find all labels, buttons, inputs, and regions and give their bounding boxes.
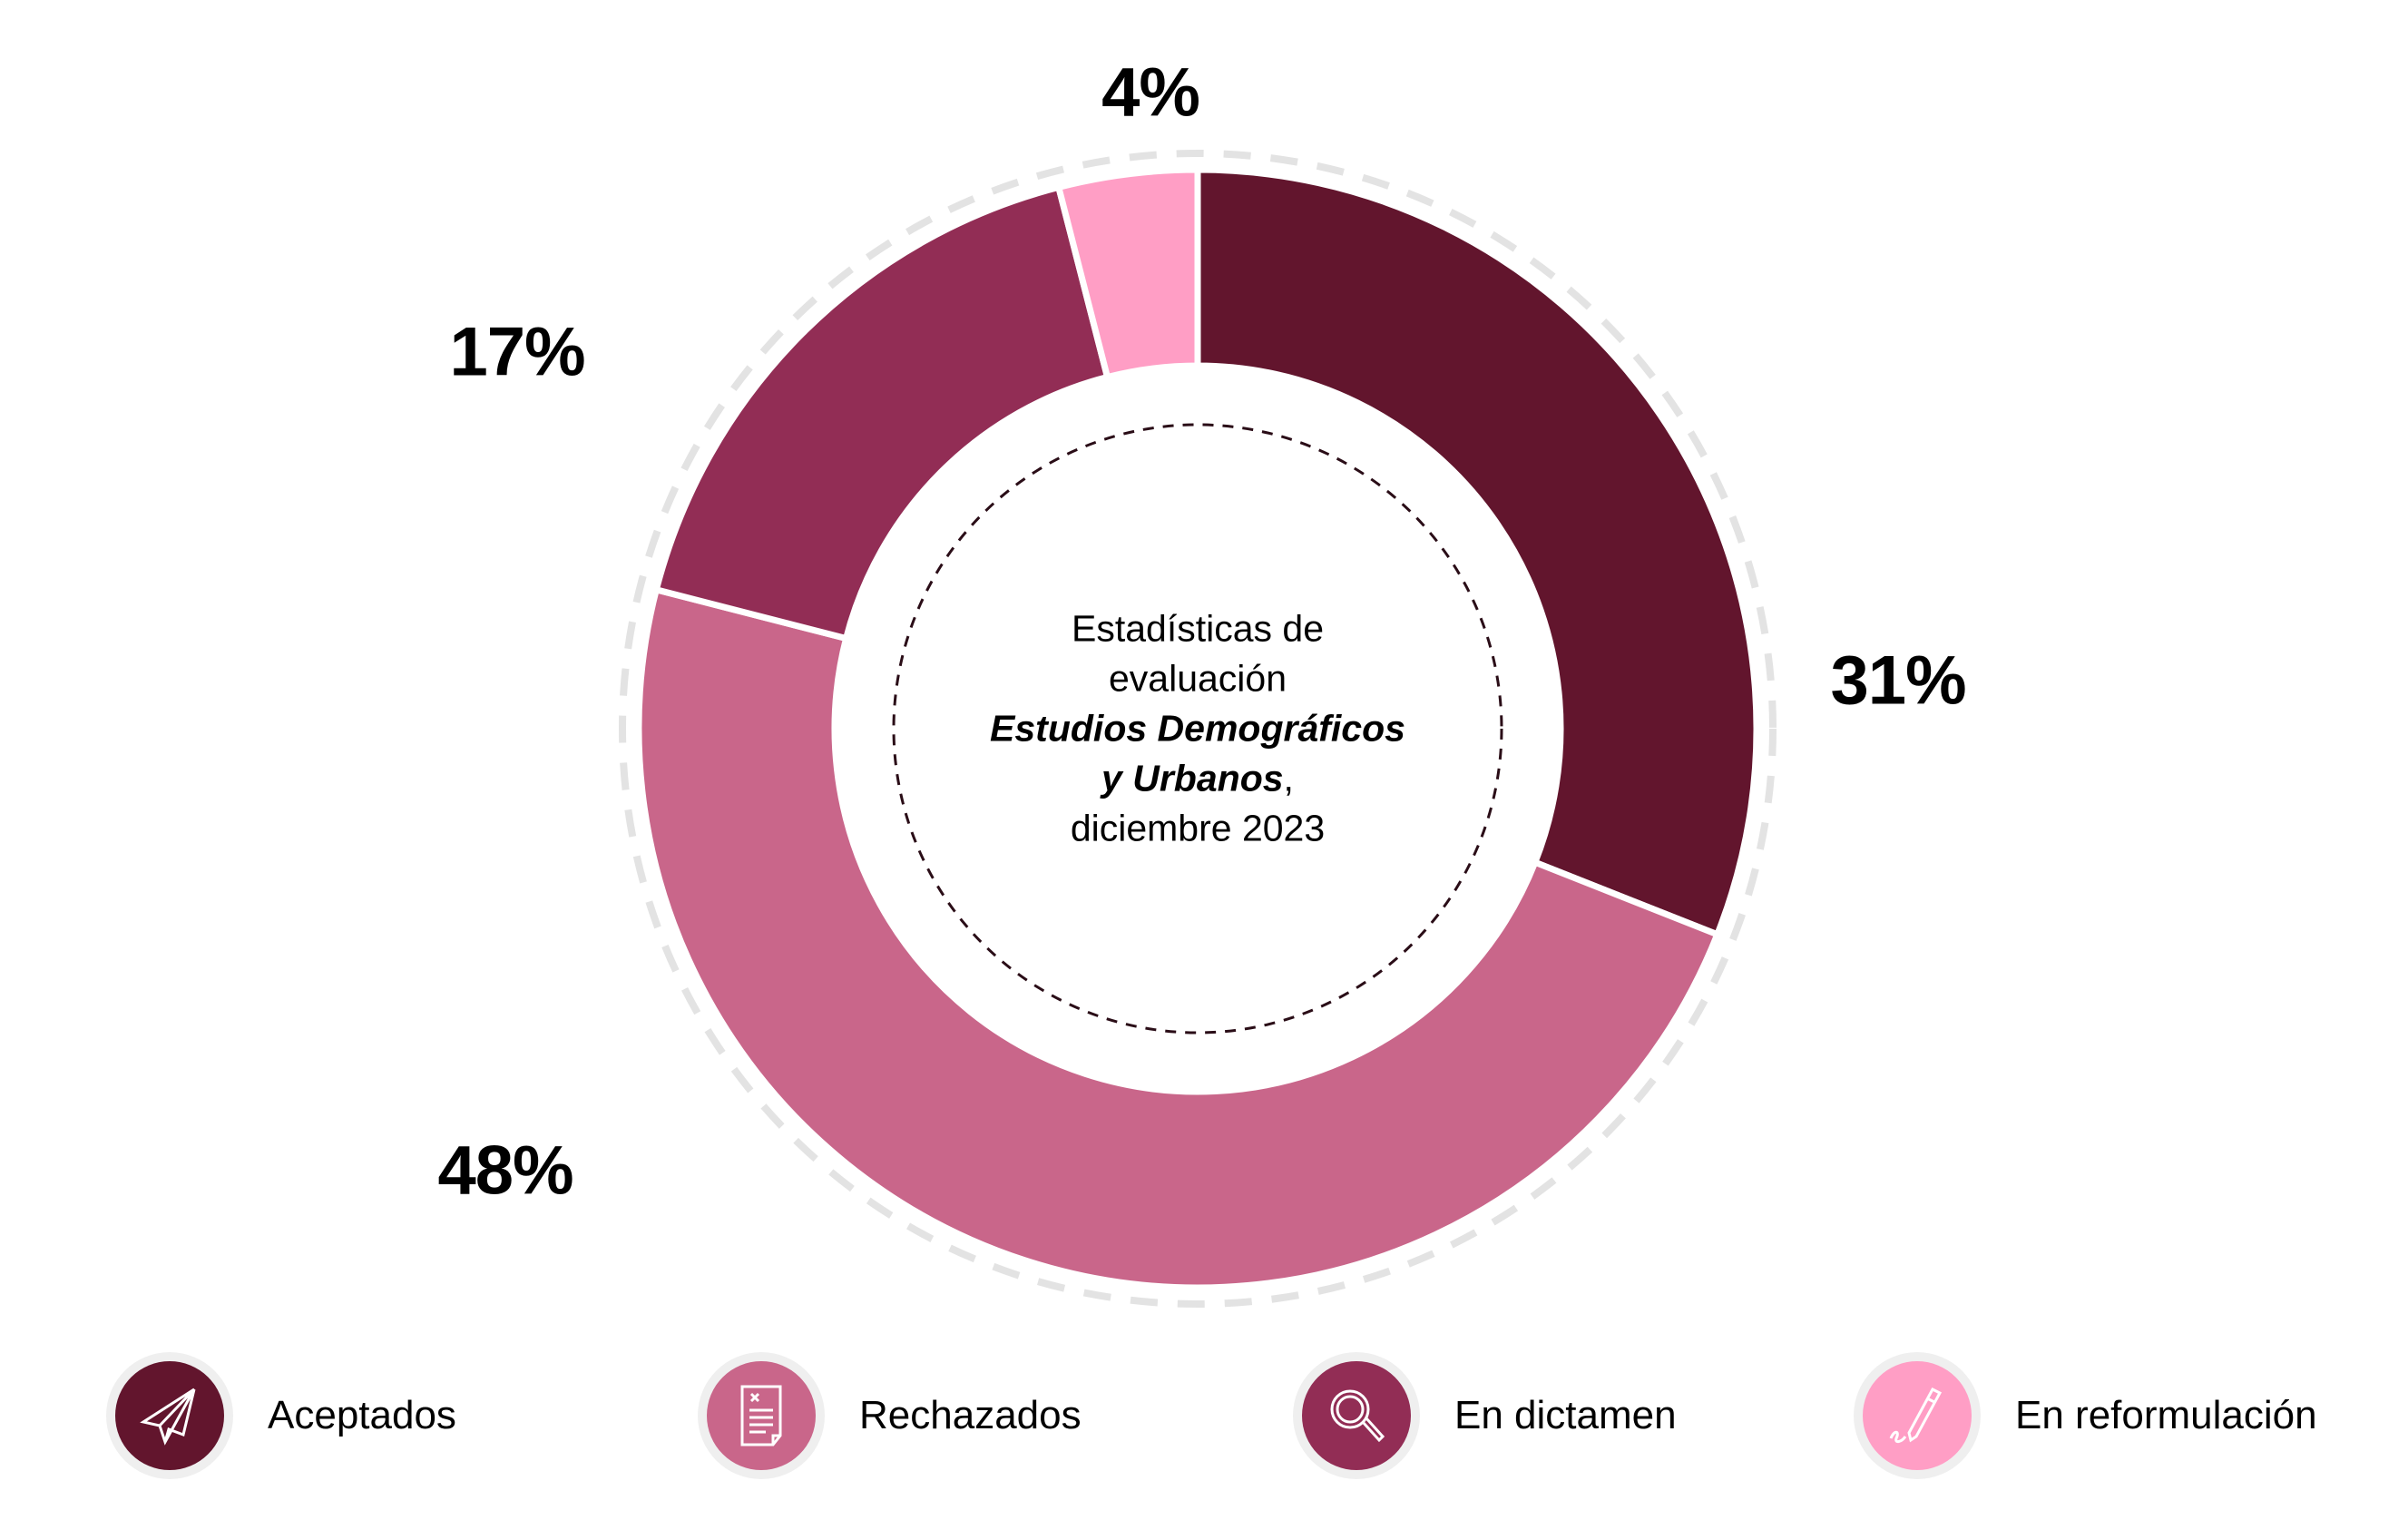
legend-item-aceptados: Aceptados — [106, 1352, 456, 1479]
journal-name: Estudios Demográficos — [990, 707, 1405, 750]
slice-rechazados — [635, 585, 1722, 1291]
slice-en-dictamen — [652, 183, 1111, 642]
title-line: Estadísticas de — [1071, 607, 1325, 650]
data-label-en-dictamen: 17% — [449, 313, 585, 391]
slice-aceptados — [1194, 166, 1760, 939]
legend-item-rechazados: Rechazados — [698, 1352, 1082, 1479]
title-date: diciembre 2023 — [1070, 807, 1326, 849]
magnifier-icon — [1302, 1361, 1411, 1470]
chart-title: Estadísticas de evaluación Estudios Demo… — [907, 604, 1488, 854]
legend-label: Aceptados — [268, 1393, 456, 1437]
legend-item-en-dictamen: En dictamen — [1293, 1352, 1677, 1479]
data-label-aceptados: 31% — [1830, 642, 1966, 720]
outer-dashed-ring — [619, 150, 1777, 1308]
legend-label: Rechazados — [859, 1393, 1082, 1437]
data-label-en-reformulacion: 4% — [1101, 54, 1200, 132]
slice-en-reformulacion — [1054, 166, 1201, 381]
legend-item-en-reformulacion: En reformulación — [1854, 1352, 2317, 1479]
rejected-document-icon — [707, 1361, 816, 1470]
comma: , — [1283, 757, 1294, 799]
title-line: evaluación — [1108, 657, 1287, 700]
pen-signature-icon — [1863, 1361, 1972, 1470]
legend-label: En reformulación — [2015, 1393, 2317, 1437]
legend-label: En dictamen — [1454, 1393, 1677, 1437]
paper-plane-icon — [115, 1361, 224, 1470]
inner-dotted-ring — [892, 423, 1503, 1035]
journal-name: y Urbanos — [1101, 757, 1284, 799]
data-label-rechazados: 48% — [437, 1132, 573, 1210]
